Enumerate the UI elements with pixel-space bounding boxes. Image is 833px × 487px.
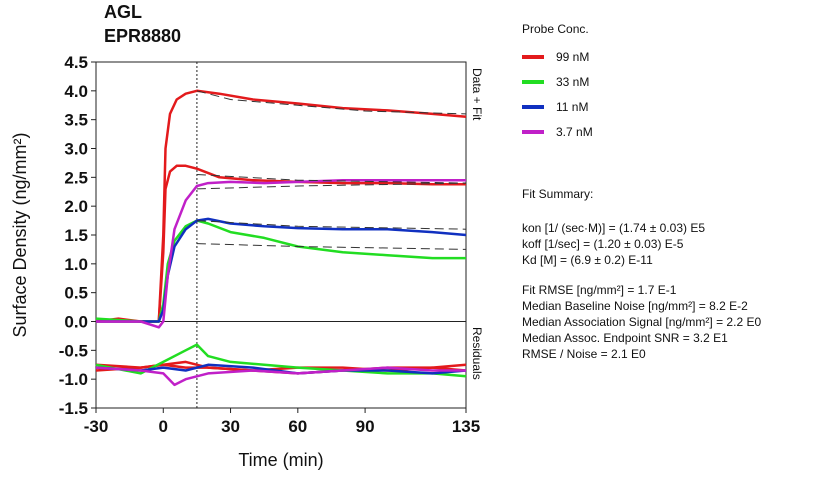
legend-swatch [522, 104, 544, 109]
rmse-noise: RMSE / Noise = 2.1 E0 [522, 347, 646, 361]
y-tick-label: -1.5 [59, 399, 88, 418]
legend-item-99nm: 99 nM [522, 44, 593, 69]
legend: Probe Conc. 99 nM 33 nM 11 nM 3.7 nM [522, 22, 593, 144]
y-tick-label: 1.0 [64, 255, 88, 274]
data-fit-panel-label: Data + Fit [470, 68, 484, 121]
y-tick-label: 3.5 [64, 111, 88, 130]
x-tick-label: -30 [84, 417, 109, 436]
fit-line-0 [196, 90, 467, 115]
series-line-0 [95, 89, 467, 323]
chart-title: AGL [104, 2, 142, 22]
legend-label: 99 nM [556, 49, 590, 64]
series-line-3 [96, 217, 467, 323]
legend-item-33nm: 33 nM [522, 69, 593, 94]
y-tick-label: 2.5 [64, 168, 88, 187]
residuals-panel-label: Residuals [470, 327, 484, 380]
legend-title: Probe Conc. [522, 22, 589, 36]
y-tick-label: -1.0 [59, 370, 88, 389]
fit-summary-heading: Fit Summary: [522, 187, 594, 201]
kon-value: kon [1/ (sec·M)] = (1.74 ± 0.03) E5 [522, 221, 705, 235]
koff-value: koff [1/sec] = (1.20 ± 0.03) E-5 [522, 237, 684, 251]
x-axis-label: Time (min) [238, 450, 323, 470]
x-tick-label: 30 [221, 417, 240, 436]
residual-line-2 [95, 343, 467, 378]
baseline-noise: Median Baseline Noise [ng/mm²] = 8.2 E-2 [522, 299, 748, 313]
legend-swatch [522, 129, 544, 134]
kd-value: Kd [M] = (6.9 ± 0.2) E-11 [522, 253, 653, 267]
series-line-4 [96, 178, 466, 329]
y-tick-label: 2.0 [64, 197, 88, 216]
legend-item-11nm: 11 nM [522, 94, 593, 119]
y-tick-label: 4.0 [64, 82, 88, 101]
fit-line-2 [196, 243, 467, 250]
x-tick-label: 0 [159, 417, 168, 436]
fit-line-3 [196, 220, 467, 230]
x-tick-label: 60 [288, 417, 307, 436]
legend-item-3-7nm: 3.7 nM [522, 119, 593, 144]
fit-line-4 [196, 182, 467, 190]
residual-line-4 [95, 366, 466, 387]
y-tick-label: 1.5 [64, 226, 88, 245]
series-line-1 [96, 164, 466, 323]
y-tick-label: 3.0 [64, 140, 88, 159]
fit-summary: Fit Summary: kon [1/ (sec·M)] = (1.74 ± … [522, 186, 761, 362]
series-line-2 [95, 219, 466, 323]
fit-line-1 [196, 174, 467, 184]
chart-subtitle: EPR8880 [104, 26, 182, 46]
endpoint-snr: Median Assoc. Endpoint SNR = 3.2 E1 [522, 331, 728, 345]
legend-swatch [522, 79, 544, 84]
y-axis-label: Surface Density (ng/mm²) [10, 132, 30, 337]
fit-rmse: Fit RMSE [ng/mm²] = 1.7 E-1 [522, 283, 677, 297]
plot-frame [95, 61, 467, 409]
y-tick-label: -0.5 [59, 341, 88, 360]
legend-swatch [522, 54, 544, 59]
residual-line-3 [95, 363, 467, 375]
association-signal: Median Association Signal [ng/mm²] = 2.2… [522, 315, 762, 329]
legend-label: 33 nM [556, 74, 590, 89]
x-tick-label: 90 [356, 417, 375, 436]
y-tick-label: 0.0 [64, 313, 88, 332]
y-tick-label: 0.5 [64, 284, 88, 303]
legend-label: 11 nM [556, 99, 589, 114]
x-tick-label: 135 [452, 417, 480, 436]
y-tick-label: 4.5 [64, 53, 88, 72]
legend-label: 3.7 nM [556, 124, 593, 139]
